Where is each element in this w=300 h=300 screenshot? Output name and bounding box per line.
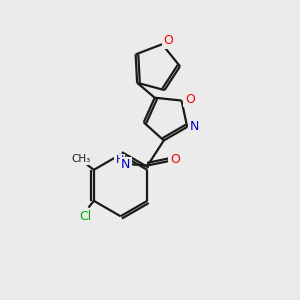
Text: O: O bbox=[170, 153, 180, 166]
Text: N: N bbox=[121, 158, 130, 171]
Text: O: O bbox=[185, 93, 195, 106]
Text: CH₃: CH₃ bbox=[71, 154, 91, 164]
Text: Cl: Cl bbox=[79, 210, 91, 223]
Text: N: N bbox=[190, 121, 199, 134]
Text: O: O bbox=[164, 34, 174, 47]
Text: H: H bbox=[116, 155, 124, 166]
